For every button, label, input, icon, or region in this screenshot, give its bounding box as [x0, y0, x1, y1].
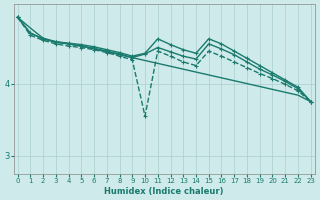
X-axis label: Humidex (Indice chaleur): Humidex (Indice chaleur) — [104, 187, 224, 196]
